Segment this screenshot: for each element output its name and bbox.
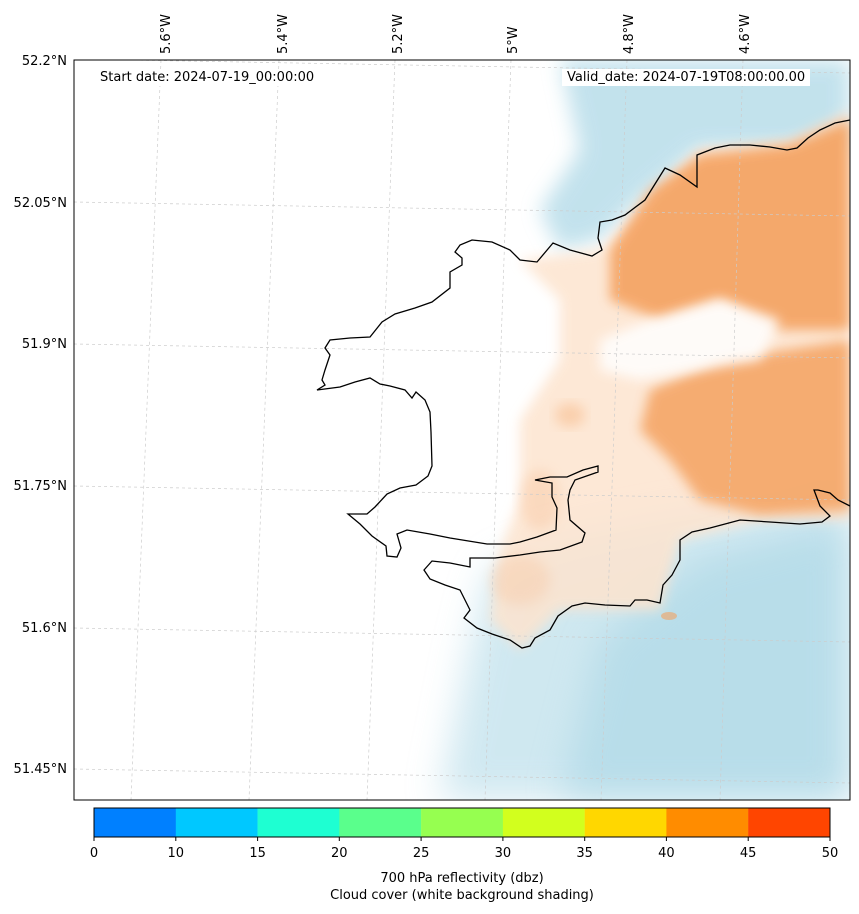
- colorbar-segment-0: [94, 808, 176, 837]
- lat-label-52-2n: 52.2°N: [22, 54, 67, 69]
- colorbar-tick-0: 0: [89, 846, 99, 861]
- lon-label-4-6w: 4.6°W: [738, 14, 753, 54]
- lat-label-51-6n: 51.6°N: [22, 621, 67, 636]
- colorbar-segment-2: [257, 808, 340, 837]
- coastline: [316, 119, 850, 649]
- colorbar-frame: [93, 807, 831, 838]
- lon-label-5-2w: 5.2°W: [391, 14, 406, 54]
- colorbar-segment-5: [502, 808, 585, 837]
- colorbar-segment-3: [339, 808, 422, 837]
- colorbar-segment-7: [666, 808, 749, 837]
- start-date-label: Start date: 2024-07-19_00:00:00: [95, 69, 320, 86]
- lon-label-5w: 5°W: [506, 26, 521, 54]
- colorbar-tick-15: 15: [249, 846, 266, 861]
- latitude-labels: 52.2°N 52.05°N 51.9°N 51.75°N 51.6°N 51.…: [14, 54, 67, 777]
- colorbar-segment-1: [175, 808, 258, 837]
- colorbar-tick-50: 50: [821, 846, 839, 861]
- map-layers: [74, 60, 850, 800]
- colorbar-tick-30: 30: [494, 846, 512, 861]
- colorbar-segment-8: [748, 808, 831, 837]
- colorbar-subtitle: Cloud cover (white background shading): [330, 888, 594, 903]
- lon-label-5-4w: 5.4°W: [276, 14, 291, 54]
- map-frame: [73, 59, 851, 801]
- colorbar-tick-20: 20: [331, 846, 348, 861]
- colorbar-tick-10: 10: [167, 846, 185, 861]
- colorbar-segment-4: [421, 808, 504, 837]
- colorbar-title: 700 hPa reflectivity (dbz): [380, 871, 544, 886]
- colorbar-tick-25: 25: [412, 846, 430, 861]
- colorbar-tick-marks: [93, 837, 831, 841]
- longitude-labels: 5.6°W 5.4°W 5.2°W 5°W 4.8°W 4.6°W: [159, 14, 753, 54]
- lon-label-5-6w: 5.6°W: [159, 14, 174, 54]
- reflectivity-shading: [490, 110, 850, 650]
- lat-label-51-9n: 51.9°N: [22, 337, 67, 352]
- colorbar-tick-35: 35: [576, 846, 593, 861]
- valid-date-label: Valid_date: 2024-07-19T08:00:00.00: [562, 69, 811, 86]
- lat-label-51-75n: 51.75°N: [14, 479, 67, 494]
- lon-label-4-8w: 4.8°W: [622, 14, 637, 54]
- lat-label-51-45n: 51.45°N: [14, 762, 67, 777]
- colorbar: [93, 807, 831, 841]
- colorbar-tick-45: 45: [739, 846, 757, 861]
- lat-label-52-05n: 52.05°N: [14, 196, 67, 211]
- colorbar-segment-6: [584, 808, 667, 837]
- colorbar-tick-40: 40: [658, 846, 675, 861]
- colorbar-segments: [94, 808, 831, 837]
